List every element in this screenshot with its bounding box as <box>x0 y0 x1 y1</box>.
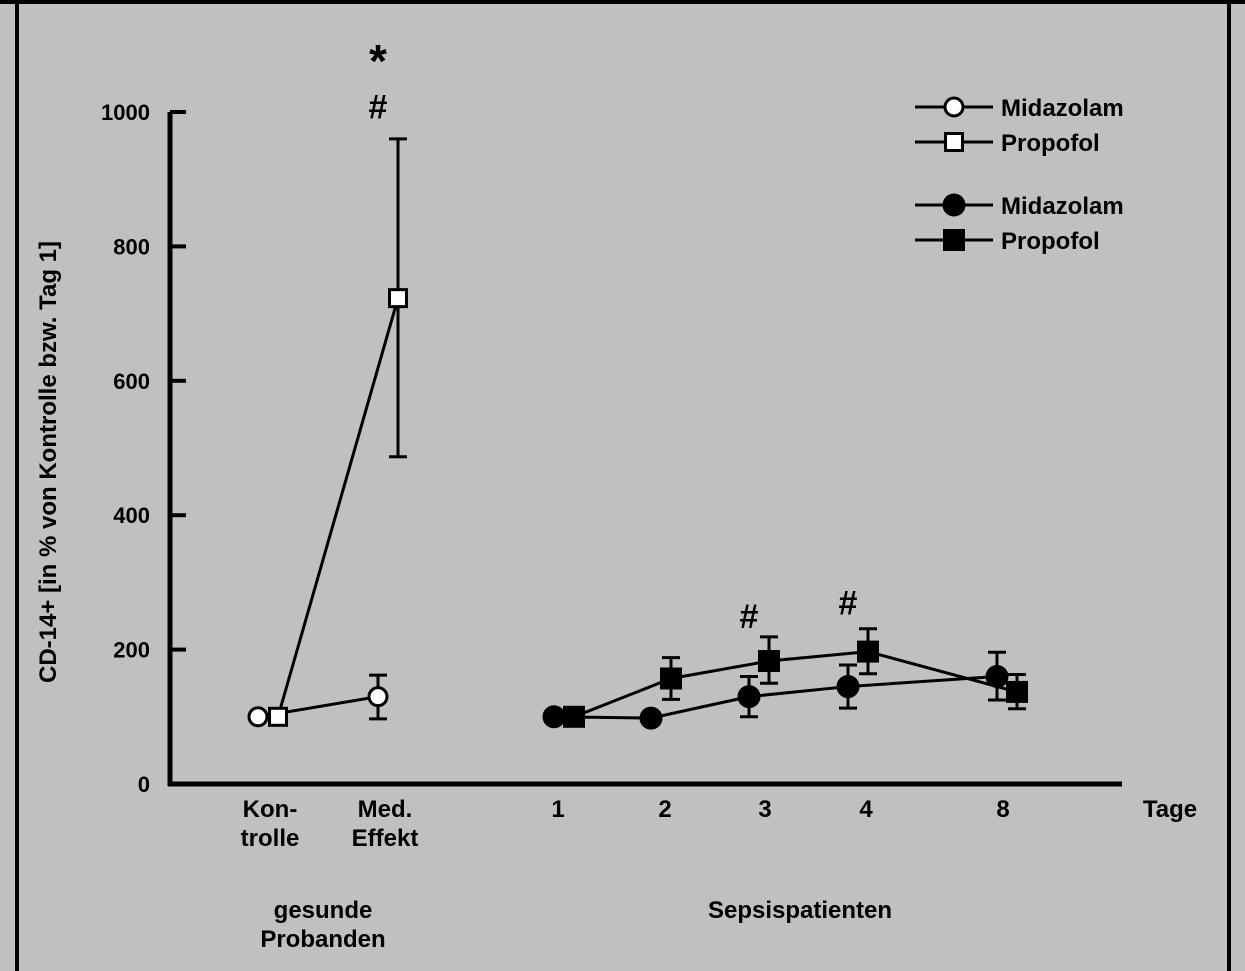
y-tick-label: 0 <box>138 772 150 797</box>
series-midazolam-sepsis <box>542 650 1009 730</box>
legend-marker <box>943 229 965 251</box>
x-tick-label: 4 <box>859 796 873 823</box>
data-point <box>268 706 288 727</box>
data-point <box>660 667 682 690</box>
y-tick-label: 800 <box>113 234 150 259</box>
data-point <box>1006 680 1028 703</box>
legend-item: Midazolam <box>915 95 1124 122</box>
y-axis-label: CD-14+ [in % von Kontrolle bzw. Tag 1] <box>35 241 62 683</box>
y-tick-label: 400 <box>113 503 150 528</box>
data-point <box>367 686 389 708</box>
x-tick-label: Kon- <box>243 796 298 823</box>
y-tick-label: 600 <box>113 369 150 394</box>
legend-item: Propofol <box>915 228 1100 255</box>
annotations: *## # <box>369 35 858 636</box>
legend-item: Propofol <box>915 130 1100 157</box>
x-tick-label: trolle <box>241 825 300 852</box>
data-point <box>836 675 860 699</box>
legend-marker <box>943 96 965 118</box>
legend-label: Propofol <box>1001 228 1100 255</box>
x-tick-label: 2 <box>658 796 671 823</box>
x-tick-label: 3 <box>758 796 771 823</box>
x-tick-label: Effekt <box>352 825 419 852</box>
group-label: Sepsispatienten <box>708 897 892 924</box>
legend-marker <box>944 132 964 152</box>
x-tick-label: Med. <box>358 796 413 823</box>
group-label: Probanden <box>260 926 385 953</box>
significance-hash: # <box>740 598 759 636</box>
legend-label: Propofol <box>1001 130 1100 157</box>
legend-marker <box>942 193 966 217</box>
series-propofol-healthy <box>268 137 408 727</box>
plot-area <box>247 137 1028 730</box>
legend-label: Midazolam <box>1001 193 1124 220</box>
data-point <box>737 685 761 709</box>
series-line <box>276 297 400 718</box>
significance-hash: # <box>839 585 858 623</box>
legend-item: Midazolam <box>915 193 1124 220</box>
data-point <box>542 705 566 729</box>
x-ticks: Kon-trolle Med.Effekt 1 2 3 4 8 Tage <box>241 796 1197 852</box>
group-label: gesunde <box>274 897 373 924</box>
y-tick-label: 1000 <box>101 100 150 125</box>
data-point <box>247 706 269 728</box>
data-point <box>563 705 585 728</box>
x-tick-label: Tage <box>1143 796 1197 823</box>
x-tick-label: 1 <box>551 796 564 823</box>
data-point <box>758 650 780 673</box>
data-point <box>388 288 408 309</box>
significance-hash: # <box>369 89 388 127</box>
data-point <box>857 640 879 663</box>
series-propofol-sepsis <box>563 627 1028 728</box>
y-ticks: 0 200 400 600 800 1000 <box>101 100 186 797</box>
significance-star: * <box>369 35 387 87</box>
y-tick-label: 200 <box>113 638 150 663</box>
legend: Midazolam Propofol Midazolam Propofol <box>915 95 1124 255</box>
legend-label: Midazolam <box>1001 95 1124 122</box>
data-point <box>639 706 663 730</box>
x-tick-label: 8 <box>996 796 1009 823</box>
